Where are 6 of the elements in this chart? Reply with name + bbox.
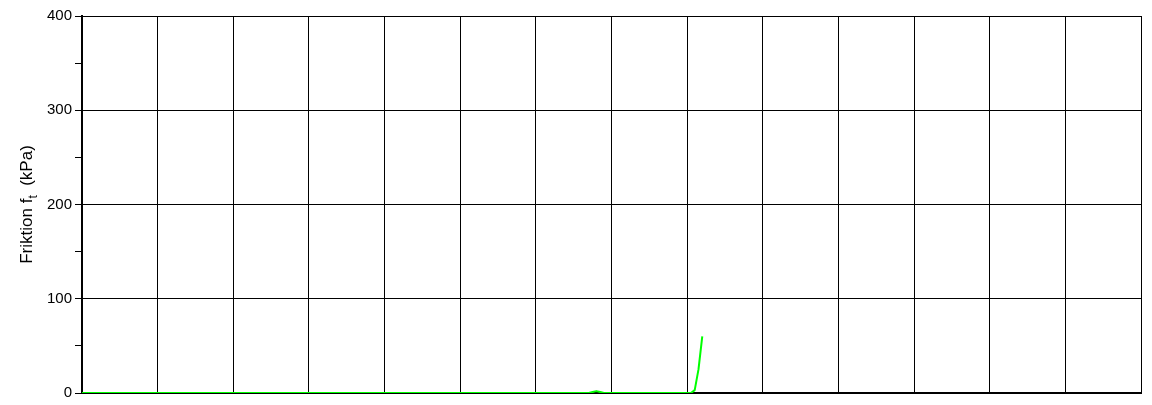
y-tick-label: 200 xyxy=(46,194,72,212)
y-tick-label: 300 xyxy=(46,100,72,118)
y-tick-label: 100 xyxy=(46,288,72,306)
y-tick-label: 400 xyxy=(46,6,72,24)
y-tick-label: 0 xyxy=(63,383,72,401)
y-axis-title: Friktion ft (kPa) xyxy=(17,145,40,264)
